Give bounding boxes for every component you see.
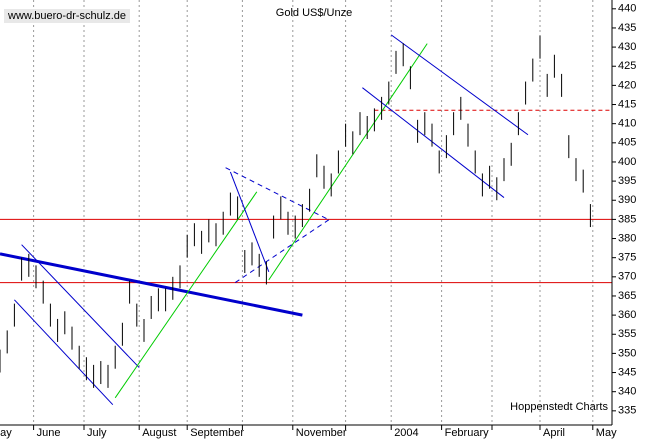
y-tick-label: 400 xyxy=(618,156,636,168)
y-tick-label: 340 xyxy=(618,386,636,398)
trend-line xyxy=(14,299,114,406)
x-tick-label: June xyxy=(37,427,61,439)
trend-line xyxy=(234,219,330,283)
watermark-box xyxy=(4,9,130,23)
trend-line xyxy=(362,87,505,198)
trend-line xyxy=(390,34,529,136)
trend-line xyxy=(225,167,330,221)
trend-line xyxy=(0,252,303,317)
y-tick-label: 430 xyxy=(618,41,636,53)
trend-line xyxy=(229,171,270,273)
y-tick-label: 385 xyxy=(618,213,636,225)
y-tick-label: 410 xyxy=(618,118,636,130)
trend-line xyxy=(114,191,258,399)
y-tick-label: 420 xyxy=(618,79,636,91)
y-tick-label: 350 xyxy=(618,347,636,359)
y-tick-label: 415 xyxy=(618,98,636,110)
y-tick-label: 440 xyxy=(618,3,636,15)
y-tick-label: 370 xyxy=(618,271,636,283)
y-tick-label: 365 xyxy=(618,290,636,302)
y-tick-label: 375 xyxy=(618,252,636,264)
chart-title: Gold US$/Unze xyxy=(276,7,352,19)
y-tick-label: 395 xyxy=(618,175,636,187)
y-tick-label: 435 xyxy=(618,22,636,34)
y-tick-label: 345 xyxy=(618,366,636,378)
source: Hoppenstedt Charts xyxy=(510,401,608,413)
trend-line xyxy=(268,43,428,281)
x-tick-label: April xyxy=(543,427,565,439)
plot-area xyxy=(0,0,612,425)
x-tick-label: May xyxy=(596,427,617,439)
y-tick-label: 405 xyxy=(618,137,636,149)
y-tick-label: 380 xyxy=(618,232,636,244)
y-tick-label: 355 xyxy=(618,328,636,340)
y-tick-label: 390 xyxy=(618,194,636,206)
y-tick-label: 425 xyxy=(618,60,636,72)
watermark: www.buero-dr-schulz.de xyxy=(7,10,126,22)
x-tick-label: September xyxy=(190,427,244,439)
y-tick-label: 335 xyxy=(618,405,636,417)
x-tick-label: February xyxy=(445,427,490,439)
trend-line xyxy=(21,244,140,368)
y-tick-label: 360 xyxy=(618,309,636,321)
x-tick-label: 2004 xyxy=(394,427,418,439)
x-tick-label: May xyxy=(0,427,12,439)
x-tick-label: July xyxy=(87,427,107,439)
x-tick-label: August xyxy=(142,427,176,439)
x-tick-label: November xyxy=(296,427,347,439)
